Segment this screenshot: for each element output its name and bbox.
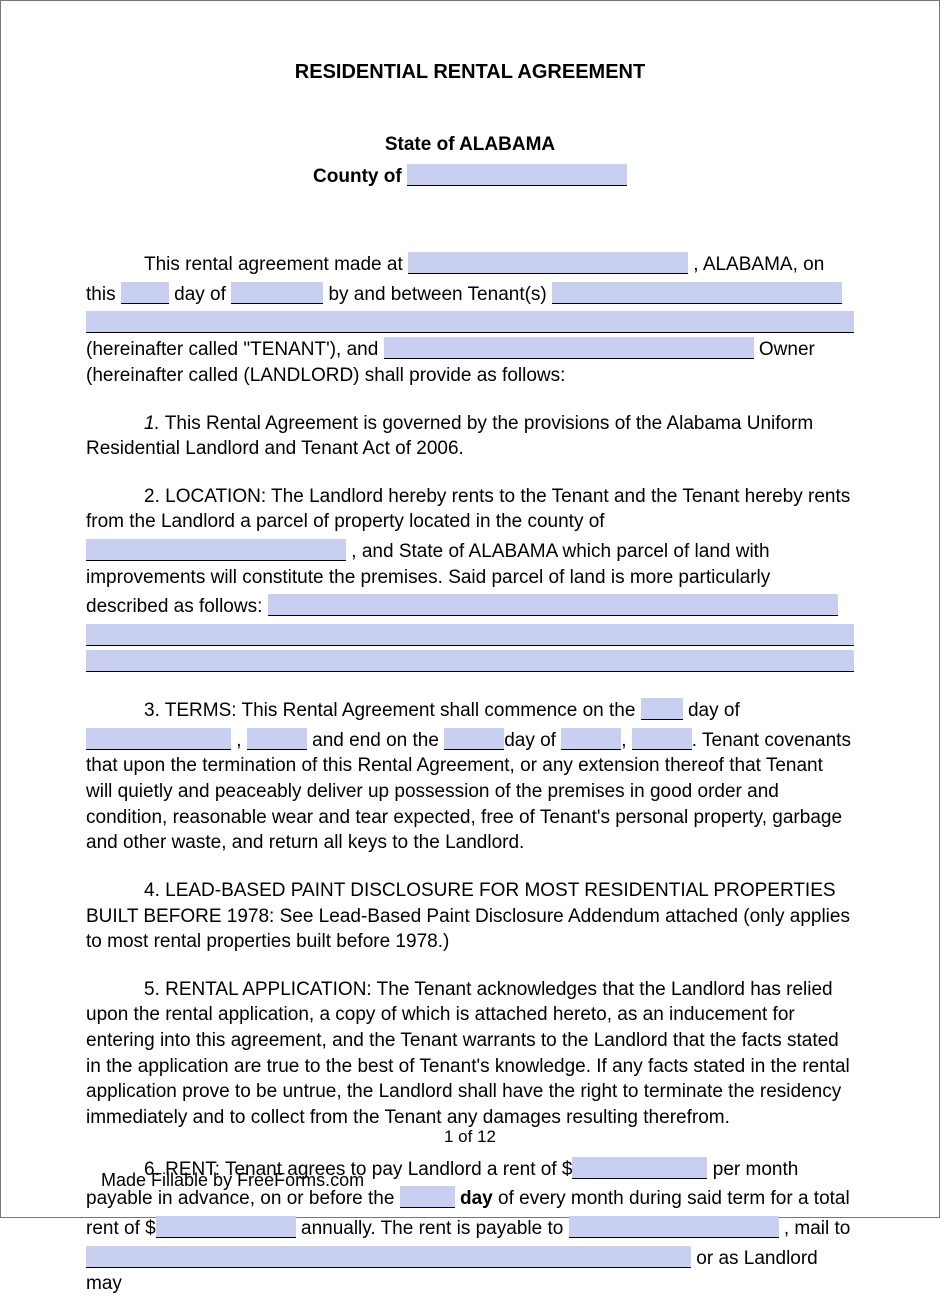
intro-text-5: (hereinafter called "TENANT'), and xyxy=(86,339,384,360)
clause-3-p6: , xyxy=(621,730,632,751)
clause-1-text: This Rental Agreement is governed by the… xyxy=(86,413,813,460)
county-label: County of xyxy=(313,166,407,187)
clause-3-p3: , xyxy=(231,730,247,751)
state-line: State of ALABAMA xyxy=(86,134,854,156)
rent-annual-field[interactable] xyxy=(156,1216,296,1238)
document-page: RESIDENTIAL RENTAL AGREEMENT State of AL… xyxy=(0,0,940,1218)
clause-5: 5. RENTAL APPLICATION: The Tenant acknow… xyxy=(86,977,854,1131)
rent-amount-field[interactable] xyxy=(572,1157,707,1179)
clause-1: 1. This Rental Agreement is governed by … xyxy=(86,411,854,462)
intro-text-3: day of xyxy=(169,284,231,305)
page-number: 1 of 12 xyxy=(1,1127,939,1147)
clause-3-p5: day of xyxy=(504,730,561,751)
start-year-field[interactable] xyxy=(247,728,307,750)
rent-day-field[interactable] xyxy=(400,1186,455,1208)
day-field[interactable] xyxy=(121,282,169,304)
clause-5-text: 5. RENTAL APPLICATION: The Tenant acknow… xyxy=(86,979,850,1128)
start-day-field[interactable] xyxy=(641,698,683,720)
start-month-field[interactable] xyxy=(86,728,231,750)
description-field-line3[interactable] xyxy=(86,650,854,672)
clause-6-p4: annually. The rent is payable to xyxy=(296,1218,569,1239)
end-year-field[interactable] xyxy=(632,728,692,750)
clause-3: 3. TERMS: This Rental Agreement shall co… xyxy=(86,694,854,856)
intro-text-4: by and between Tenant(s) xyxy=(323,284,552,305)
clause-2: 2. LOCATION: The Landlord hereby rents t… xyxy=(86,484,854,672)
month-field[interactable] xyxy=(231,282,323,304)
county-line: County of xyxy=(86,160,854,188)
clause-1-num: 1. xyxy=(144,413,160,434)
clause-3-p4: and end on the xyxy=(307,730,444,751)
footer-credit: Made Fillable by FreeForms.com xyxy=(101,1170,364,1191)
owner-field[interactable] xyxy=(384,337,754,359)
rent-mail-field[interactable] xyxy=(86,1246,691,1268)
clause-6-p5: , mail to xyxy=(779,1218,851,1239)
intro-text-1: This rental agreement made at xyxy=(144,254,408,275)
description-field-tail[interactable] xyxy=(268,594,838,616)
clause-4: 4. LEAD-BASED PAINT DISCLOSURE FOR MOST … xyxy=(86,878,854,955)
document-title: RESIDENTIAL RENTAL AGREEMENT xyxy=(86,61,854,84)
tenants-field-line2[interactable] xyxy=(86,311,854,333)
county-field[interactable] xyxy=(407,164,627,186)
clause-4-text: 4. LEAD-BASED PAINT DISCLOSURE FOR MOST … xyxy=(86,880,850,952)
intro-paragraph: This rental agreement made at , ALABAMA,… xyxy=(86,248,854,389)
tenants-field-tail[interactable] xyxy=(552,282,842,304)
county-field-2[interactable] xyxy=(86,539,346,561)
end-day-field[interactable] xyxy=(444,728,504,750)
description-field-line2[interactable] xyxy=(86,624,854,646)
clause-3-p2: day of xyxy=(683,700,740,721)
city-field[interactable] xyxy=(408,252,688,274)
clause-2-lead: 2. LOCATION: The Landlord hereby rents t… xyxy=(86,486,850,533)
rent-payee-field[interactable] xyxy=(569,1216,779,1238)
clause-6-day-word: day xyxy=(455,1188,493,1209)
clause-3-lead: 3. TERMS: This Rental Agreement shall co… xyxy=(144,700,641,721)
end-month-field[interactable] xyxy=(561,728,621,750)
